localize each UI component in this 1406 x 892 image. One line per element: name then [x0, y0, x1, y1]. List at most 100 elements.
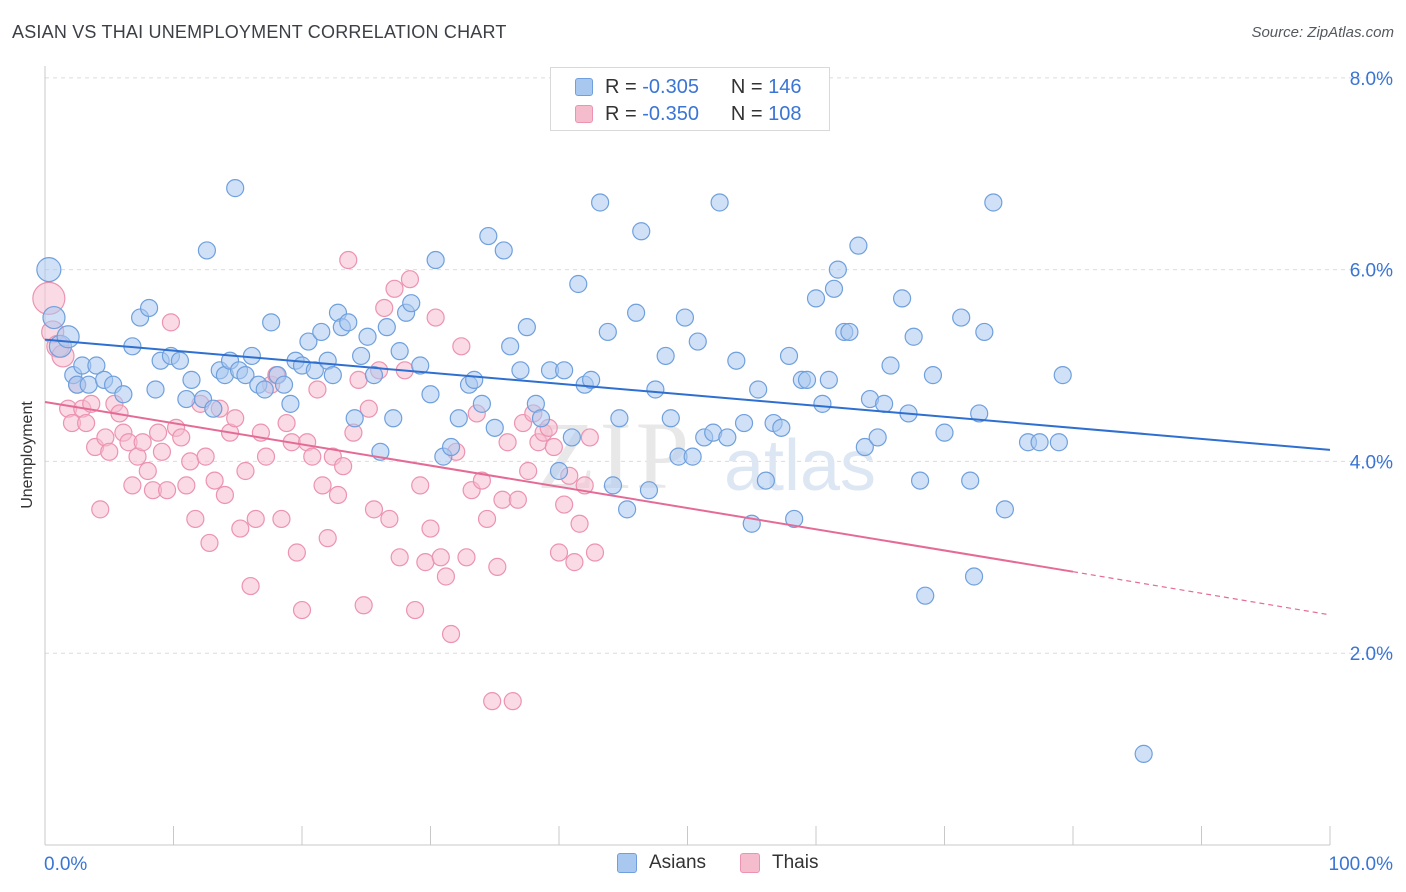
asian-point — [626, 303, 646, 322]
asian-point — [204, 399, 223, 418]
asian-point — [511, 361, 530, 380]
asian-point — [756, 471, 775, 490]
asian-point — [639, 481, 659, 500]
thai-point — [390, 548, 409, 567]
thai-point — [313, 476, 332, 495]
thai-point — [100, 442, 119, 461]
thai-point — [138, 461, 157, 481]
asian-point — [779, 346, 799, 366]
asian-point — [603, 476, 623, 495]
asian-point — [323, 366, 342, 385]
thai-point — [555, 495, 574, 514]
asian-point — [995, 500, 1014, 519]
asian-point — [494, 241, 513, 260]
asian-point — [426, 250, 445, 270]
thai-point — [277, 413, 296, 433]
asian-point — [772, 418, 791, 437]
asian-point — [688, 332, 707, 351]
asian-point — [79, 375, 98, 394]
asian-point — [377, 318, 396, 337]
n-label: N = — [730, 102, 763, 125]
asians-trend-line — [44, 338, 1331, 451]
asian-point — [421, 385, 440, 404]
asians-legend-label: Asians — [649, 852, 707, 873]
thai-point — [364, 500, 384, 519]
asian-point — [840, 322, 859, 342]
thai-point — [161, 313, 181, 332]
trend-lines — [44, 338, 1331, 616]
asian-point — [961, 471, 980, 490]
thai-point — [272, 509, 291, 529]
n-label: N = — [730, 75, 763, 98]
asians-r-value: -0.305 — [642, 75, 699, 98]
thai-point — [411, 476, 430, 495]
asian-point — [384, 409, 403, 428]
thai-point — [405, 600, 425, 620]
watermark-atlas: atlas — [724, 426, 876, 506]
asian-point — [855, 437, 874, 457]
thai-point — [200, 533, 219, 553]
thai-point — [172, 428, 191, 447]
tick-labels: 2.0% 4.0% 6.0% 8.0% 0.0% 100.0% — [44, 69, 1393, 875]
asian-point — [441, 437, 461, 457]
asian-point — [226, 179, 245, 198]
asian-point — [262, 313, 281, 332]
asians-n-value: 146 — [768, 75, 802, 98]
thai-point — [334, 457, 353, 476]
asian-point — [339, 313, 358, 332]
r-label: R = — [605, 75, 637, 98]
thai-point — [226, 409, 245, 428]
asian-point — [881, 356, 900, 375]
thai-point — [549, 543, 569, 562]
asian-point — [146, 380, 165, 399]
asian-point — [935, 423, 954, 442]
asian-point — [87, 356, 106, 375]
asian-point — [797, 370, 817, 389]
y-tick-label: 8.0% — [1350, 69, 1393, 90]
thai-point — [157, 481, 177, 500]
asian-point — [656, 346, 675, 366]
thai-point — [152, 442, 172, 461]
asian-point — [281, 394, 300, 413]
asian-point — [1053, 366, 1072, 385]
thai-point — [236, 461, 255, 481]
thais-r-value: -0.350 — [642, 102, 699, 125]
asian-point — [610, 409, 629, 428]
thai-point — [503, 692, 522, 711]
thai-point — [585, 543, 605, 562]
thai-point — [400, 270, 420, 289]
thai-point — [303, 447, 322, 466]
asian-point — [683, 447, 702, 466]
asian-point — [177, 389, 196, 409]
asian-point — [591, 193, 610, 212]
legend-item-thais[interactable]: Thais — [740, 852, 818, 874]
thai-point — [308, 380, 327, 399]
asian-point — [255, 380, 274, 399]
asian-point — [555, 361, 574, 380]
asian-point — [479, 226, 498, 246]
asians-legend-swatch — [617, 853, 637, 873]
asian-point — [358, 327, 377, 346]
asian-point — [749, 380, 768, 399]
thai-point — [452, 337, 471, 356]
thai-point — [287, 543, 306, 562]
asian-point — [632, 222, 651, 241]
thai-point — [508, 490, 527, 509]
asian-point — [813, 394, 832, 413]
asian-point — [517, 318, 536, 337]
asian-point — [345, 409, 364, 428]
thai-point — [133, 433, 152, 452]
grid-lines — [45, 77, 1392, 654]
asian-point — [549, 461, 569, 481]
asian-point — [411, 356, 430, 375]
legend-item-asians[interactable]: Asians — [617, 852, 706, 874]
thai-point — [328, 485, 348, 505]
thai-point — [457, 548, 476, 567]
asian-point — [828, 260, 847, 279]
thai-point — [426, 308, 445, 327]
asian-point — [42, 305, 66, 330]
x-tick-label-min: 0.0% — [44, 854, 87, 875]
thai-point — [215, 485, 234, 505]
thai-point — [498, 433, 517, 452]
